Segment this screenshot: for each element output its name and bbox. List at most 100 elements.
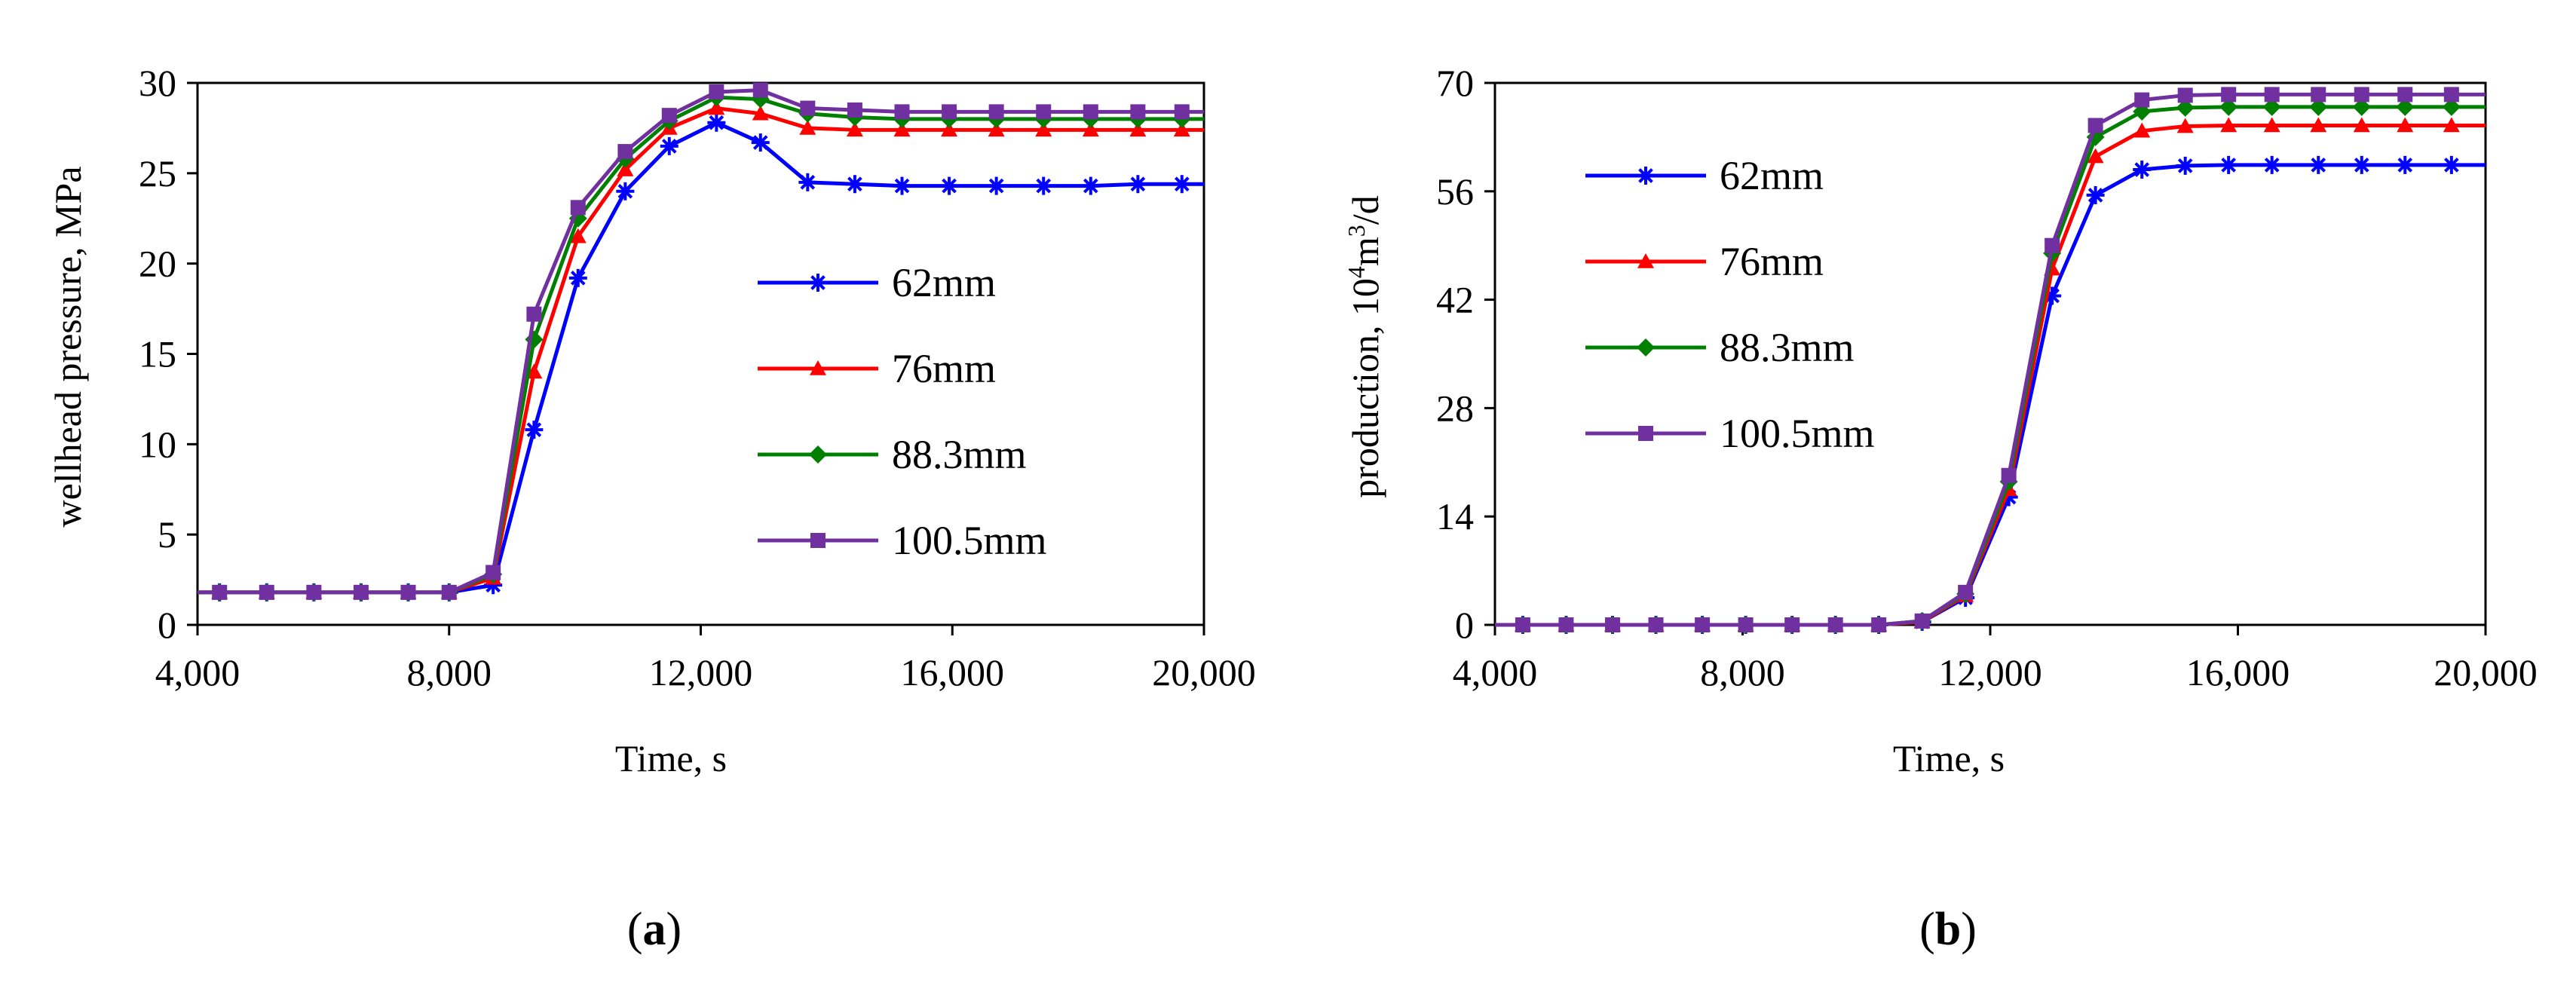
- chart-a-series-62mm: [198, 113, 1204, 602]
- chart-a-line-76mm: [198, 106, 1204, 595]
- chart-a-point-100-5mm: [752, 82, 768, 98]
- chart-b-point-100-5mm: [1605, 617, 1621, 632]
- chart-a-point-100-5mm: [1083, 104, 1098, 120]
- chart-a-y-tick-label: 30: [139, 62, 176, 104]
- chart-a-point-76mm: [569, 228, 587, 243]
- chart-b-y-axis-label: production, 104m3/d: [1343, 195, 1386, 497]
- chart-panel-a: 0 5 10 15 20 25 30 4,000 8,000 12,000 16,000 20,000…: [47, 62, 1256, 955]
- chart-a-legend-label-62mm: 62mm: [892, 260, 996, 305]
- chart-b-legend-marker-76mm: [1637, 253, 1654, 268]
- chart-b-legend: 62mm 76mm 88.3mm 100.5mm: [1585, 153, 1875, 456]
- chart-a-point-62mm: [660, 136, 678, 155]
- chart-a-point-88-3mm: [751, 90, 770, 109]
- chart-a-series-76mm: [198, 99, 1204, 599]
- chart-b-point-62mm: [2086, 185, 2105, 204]
- chart-b-series-group: [1495, 87, 2486, 634]
- chart-a-point-76mm: [1129, 121, 1147, 137]
- chart-b-point-100-5mm: [1958, 584, 1974, 600]
- chart-a-point-62mm: [1081, 176, 1100, 195]
- chart-a-legend-label-100-5mm: 100.5mm: [892, 518, 1047, 563]
- chart-a-point-76mm: [941, 121, 958, 137]
- chart-a-x-tick-label: 4,000: [155, 651, 240, 693]
- chart-b-point-76mm: [2353, 117, 2370, 133]
- chart-a-point-62mm: [893, 176, 911, 195]
- chart-a-legend-item-76mm: 76mm: [758, 346, 996, 391]
- chart-a-legend-marker-100-5mm: [810, 533, 825, 548]
- chart-a-point-76mm: [799, 119, 816, 135]
- chart-a-point-62mm: [525, 421, 544, 439]
- chart-a-y-tick-label: 25: [139, 152, 176, 194]
- chart-b-y-tick-label: 56: [1436, 170, 1474, 213]
- chart-b-point-62mm: [2309, 155, 2328, 174]
- chart-b-legend-item-100-5mm: 100.5mm: [1585, 411, 1875, 456]
- chart-a-point-62mm: [845, 175, 864, 194]
- chart-b-legend-item-88-3mm: 88.3mm: [1585, 325, 1855, 370]
- chart-a-point-62mm: [798, 173, 817, 191]
- chart-a-line-62mm: [198, 121, 1204, 595]
- chart-b-legend-marker-100-5mm: [1638, 426, 1653, 441]
- chart-a-point-100-5mm: [661, 108, 677, 124]
- chart-a-point-62mm: [751, 133, 770, 152]
- chart-a-point-100-5mm: [441, 584, 457, 600]
- chart-a-point-100-5mm: [570, 200, 586, 216]
- chart-a-line-88-3mm: [198, 95, 1204, 595]
- chart-a-point-62mm: [707, 113, 726, 132]
- chart-a-point-100-5mm: [306, 584, 322, 600]
- chart-a-legend: 62mm 76mm 88.3mm 100.5mm: [758, 260, 1047, 563]
- chart-a-point-76mm: [617, 161, 634, 176]
- chart-a-legend-item-100-5mm: 100.5mm: [758, 518, 1047, 563]
- chart-b-legend-label-76mm: 76mm: [1720, 239, 1824, 284]
- chart-a-point-100-5mm: [485, 565, 501, 580]
- chart-b-point-62mm: [2262, 155, 2281, 174]
- chart-a-point-100-5mm: [1130, 104, 1146, 120]
- chart-b-x-tick-label: 12,000: [1938, 651, 2042, 693]
- chart-a-point-100-5mm: [709, 84, 724, 99]
- chart-b-line-62mm: [1495, 163, 2486, 627]
- chart-a-point-76mm: [1173, 121, 1190, 137]
- chart-a-point-76mm: [708, 99, 725, 115]
- chart-b-axes: [1484, 81, 2487, 635]
- chart-b-y-tick-label: 28: [1436, 387, 1474, 429]
- chart-b-point-88-3mm: [2262, 97, 2281, 116]
- chart-b-point-100-5mm: [2001, 467, 2017, 483]
- chart-a-point-62mm: [616, 182, 635, 201]
- chart-b-point-62mm: [2352, 155, 2371, 174]
- chart-b-point-76mm: [2176, 118, 2194, 133]
- chart-b-point-100-5mm: [2264, 87, 2280, 103]
- chart-a-y-tick-label: 20: [139, 243, 176, 285]
- chart-a-point-100-5mm: [400, 584, 416, 600]
- chart-b-line-76mm: [1495, 123, 2486, 627]
- chart-a-series-group: [198, 82, 1204, 602]
- chart-a-legend-item-88-3mm: 88.3mm: [758, 432, 1027, 477]
- chart-b-legend-label-88-3mm: 88.3mm: [1720, 325, 1855, 370]
- chart-a-tick-labels: 0 5 10 15 20 25 30 4,000 8,000 12,000 16,000 20,000: [139, 62, 1256, 693]
- chart-a-point-76mm: [846, 121, 863, 137]
- chart-b-point-76mm: [2133, 122, 2151, 138]
- chart-a-y-tick-label: 10: [139, 423, 176, 465]
- chart-a-point-76mm: [988, 121, 1005, 137]
- chart-a-point-100-5mm: [988, 104, 1004, 120]
- chart-b-point-76mm: [2310, 117, 2327, 133]
- chart-a-point-100-5mm: [259, 584, 274, 600]
- chart-b-y-tick-label: 14: [1436, 495, 1474, 537]
- chart-a-point-76mm: [752, 105, 769, 121]
- chart-a-point-62mm: [940, 176, 959, 195]
- chart-a-plot-frame: [196, 81, 1205, 626]
- chart-b-x-tick-label: 20,000: [2434, 651, 2538, 693]
- chart-a-panel-label: (a): [627, 904, 682, 955]
- chart-b-point-100-5mm: [1738, 617, 1754, 632]
- chart-a-point-100-5mm: [894, 104, 910, 120]
- chart-b-point-100-5mm: [2134, 92, 2150, 108]
- chart-a-x-tick-label: 20,000: [1152, 651, 1256, 693]
- chart-b-point-100-5mm: [1784, 617, 1800, 632]
- chart-a-y-axis-label: wellhead pressure, MPa: [47, 166, 89, 527]
- chart-a-x-tick-label: 12,000: [649, 651, 753, 693]
- chart-b-legend-item-76mm: 76mm: [1585, 239, 1824, 284]
- chart-a-point-100-5mm: [617, 144, 633, 160]
- chart-b-point-88-3mm: [2176, 98, 2195, 117]
- chart-b-series-62mm: [1495, 155, 2486, 634]
- chart-b-point-100-5mm: [2354, 87, 2369, 103]
- chart-b-point-100-5mm: [2045, 237, 2060, 253]
- chart-b-point-76mm: [2087, 148, 2104, 164]
